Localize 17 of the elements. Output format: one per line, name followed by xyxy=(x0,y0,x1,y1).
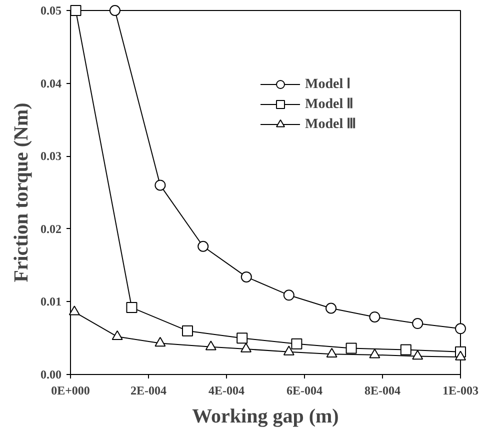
legend-label: Model Ⅱ xyxy=(305,96,354,113)
x-axis-title: Working gap (m) xyxy=(192,406,339,428)
y-tick-label: 0.05 xyxy=(40,4,62,18)
y-tick-label: 0.02 xyxy=(40,222,62,236)
y-axis-title: Friction torque (Nm) xyxy=(10,102,32,282)
x-tick-label: 4E-004 xyxy=(208,384,244,398)
legend-label: Model Ⅲ xyxy=(305,116,357,133)
x-tick-label: 8E-004 xyxy=(364,384,400,398)
y-tick-label: 0.03 xyxy=(40,149,62,164)
x-tick-label: 2E-004 xyxy=(130,384,166,398)
legend-label: Model Ⅰ xyxy=(305,76,351,93)
y-tick-label: 0.01 xyxy=(40,294,62,309)
x-tick-label: 1E-003 xyxy=(442,384,478,398)
y-tick-label: 0.04 xyxy=(40,76,62,90)
x-tick-label: 6E-004 xyxy=(286,384,322,398)
y-tick-label: 0.00 xyxy=(40,368,62,382)
x-tick-label: 0E+000 xyxy=(51,384,90,398)
